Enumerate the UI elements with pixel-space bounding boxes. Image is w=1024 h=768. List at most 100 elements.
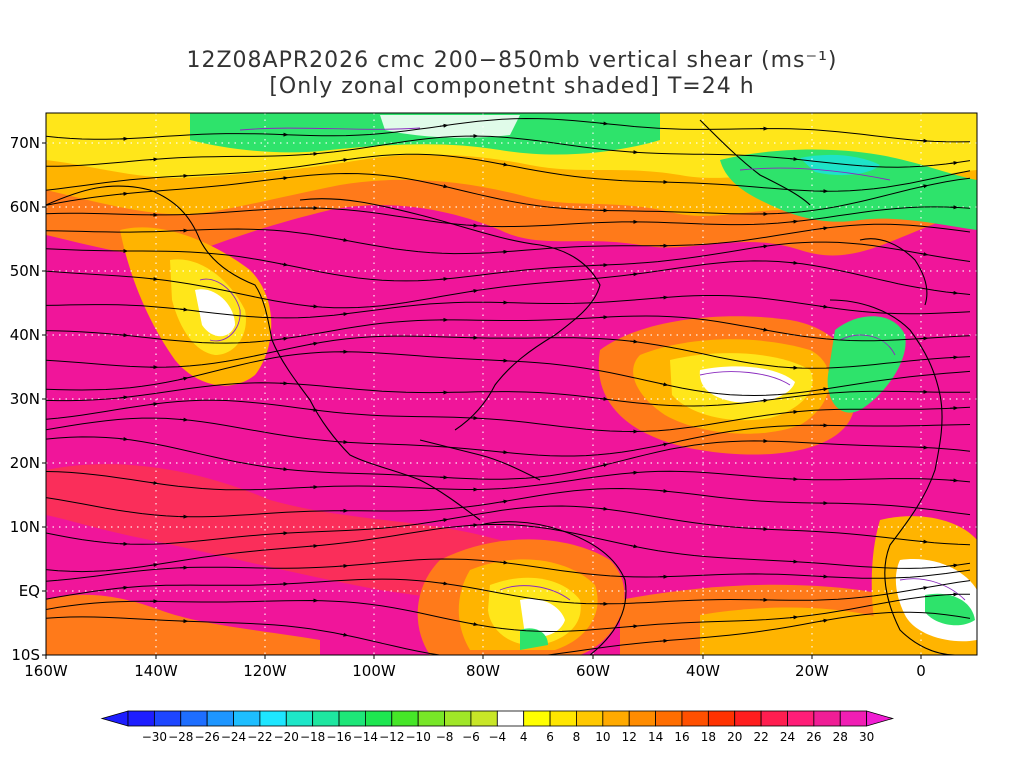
streamline-arrow: [119, 395, 129, 400]
colorbar-box: [338, 710, 366, 727]
streamline-arrow: [919, 252, 929, 257]
colorbar-label: −26: [194, 730, 219, 744]
chart-title: 12Z08APR2026 cmc 200−850mb vertical shea…: [186, 48, 838, 73]
streamline-arrow: [119, 333, 129, 338]
streamline-arrow: [599, 121, 609, 126]
streamline-arrow: [469, 289, 479, 293]
streamline-arrow: [819, 387, 829, 392]
colorbar-box: [787, 710, 815, 727]
streamline-arrow: [179, 307, 189, 312]
colorbar-label: 22: [753, 730, 768, 744]
colorbar-boxes: [100, 710, 895, 727]
colorbar-box: [470, 710, 498, 727]
streamline-arrow: [309, 151, 319, 156]
colorbar-label: −16: [326, 730, 351, 744]
lon-label: 60W: [576, 662, 610, 680]
lon-label: 160W: [24, 662, 68, 680]
streamline-arrow: [119, 585, 129, 590]
streamline-arrow: [629, 470, 639, 475]
streamline: [46, 436, 971, 480]
streamline-arrow: [499, 450, 509, 455]
lat-label: 40N: [10, 326, 40, 344]
streamline-arrow: [149, 402, 159, 407]
streamline-arrow: [819, 618, 829, 623]
colorbar-box: [259, 710, 287, 727]
streamline-arrow: [149, 480, 159, 485]
streamline-arrow: [819, 226, 829, 231]
streamline-arrow: [499, 499, 509, 504]
colorbar-label: 6: [546, 730, 554, 744]
streamline: [46, 260, 971, 309]
lat-label: 10S: [11, 646, 40, 664]
streamline-arrow: [599, 506, 609, 511]
streamline-arrow: [599, 463, 609, 468]
lat-label: 10N: [10, 518, 40, 536]
lat-label: 20N: [10, 454, 40, 472]
colorbar-label: 16: [674, 730, 689, 744]
streamline-arrow: [659, 442, 669, 447]
streamline-arrow: [279, 176, 289, 181]
streamline-arrow: [309, 304, 319, 309]
streamlines: [46, 117, 971, 655]
streamline-arrow: [339, 237, 349, 242]
colorbar-box: [127, 710, 155, 727]
lon-label: 120W: [243, 662, 287, 680]
colorbar-label: −12: [379, 730, 404, 744]
streamline: [46, 578, 971, 605]
colorbar-box: [549, 710, 577, 727]
lat-label: EQ: [19, 582, 40, 600]
colorbar-label: 24: [780, 730, 795, 744]
colorbar-box: [312, 710, 340, 727]
streamline-arrow: [279, 336, 289, 341]
streamline-arrow: [339, 632, 349, 637]
streamline: [46, 470, 971, 491]
streamline-arrow: [819, 304, 829, 309]
colorbar-box: [707, 710, 736, 727]
colorbar-label: −18: [300, 730, 325, 744]
streamline-arrow: [469, 622, 479, 627]
streamline-arrow: [919, 586, 929, 591]
streamline-arrow: [119, 191, 129, 196]
streamline-arrow: [279, 262, 289, 267]
streamline-arrow: [599, 396, 609, 401]
streamline-arrow: [919, 184, 929, 189]
longitude-labels: 160W 140W 120W 100W 80W 60W 40W 20W 0: [24, 655, 926, 680]
latitude-labels: 70N 60N 50N 40N 30N 20N 10N EQ 10S: [10, 134, 46, 664]
streamline-arrow: [339, 312, 349, 317]
colorbar-label: −6: [462, 730, 480, 744]
streamline: [46, 382, 971, 407]
colorbar-label: 26: [806, 730, 821, 744]
colorbar-box: [602, 710, 630, 727]
colorbar-label: −30: [142, 730, 167, 744]
streamline-arrow: [789, 260, 799, 265]
colorbar-label: 12: [622, 730, 637, 744]
lon-label: 20W: [795, 662, 829, 680]
lat-label: 60N: [10, 198, 40, 216]
colorbar-box: [153, 710, 182, 727]
colorbar-box: [813, 710, 841, 727]
streamline-arrow: [789, 156, 799, 161]
streamline-arrow: [439, 277, 449, 282]
streamline: [46, 315, 971, 344]
colorbar-label: −22: [247, 730, 272, 744]
colorbar-box: [285, 710, 314, 727]
colorbar-label: 18: [701, 730, 716, 744]
streamline-arrow: [759, 327, 769, 332]
streamline-arrow: [119, 437, 129, 441]
colorbar-box: [206, 710, 234, 727]
colorbar-label: 28: [833, 730, 848, 744]
lat-label: 50N: [10, 262, 40, 280]
streamline-arrow: [659, 488, 669, 493]
colorbar-box: [233, 710, 261, 727]
streamline: [46, 172, 971, 215]
colorbar-box: [444, 710, 472, 727]
streamline-arrow: [759, 244, 769, 249]
streamline: [46, 399, 971, 433]
colorbar-label: −24: [221, 730, 246, 744]
colorbar-box: [628, 710, 656, 727]
streamline-arrow: [629, 339, 639, 344]
lon-label: 40W: [686, 662, 720, 680]
colorbar-box: [391, 710, 419, 727]
streamline: [46, 505, 971, 546]
streamline: [46, 611, 971, 655]
